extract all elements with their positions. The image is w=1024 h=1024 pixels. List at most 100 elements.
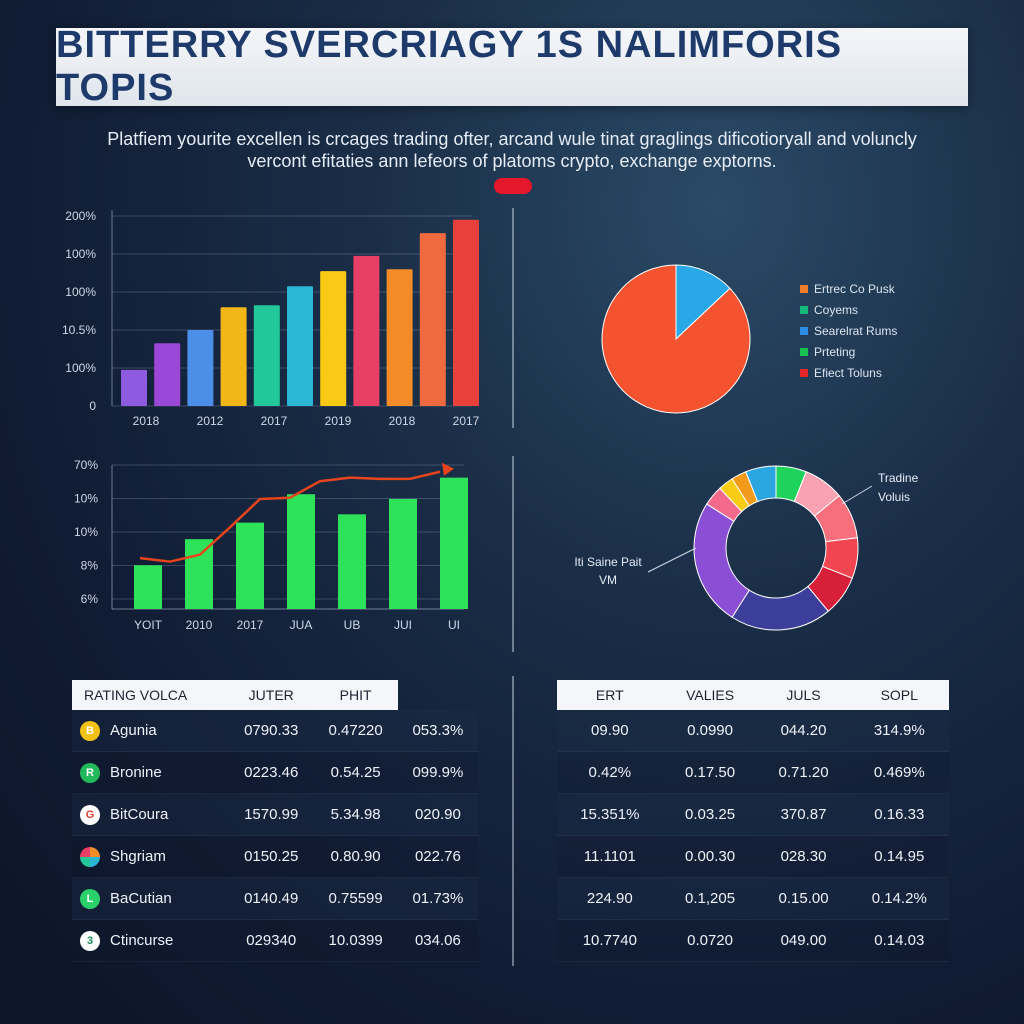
table-row[interactable]: 224.90 0.1,205 0.15.00 0.14.2%	[557, 877, 949, 920]
value-cell: 044.20	[757, 710, 850, 752]
legend-swatch	[800, 285, 808, 293]
x-tick-label: 2017	[261, 414, 288, 428]
bar	[338, 514, 366, 609]
growth-bar-chart: 0 100% 10.5% 100% 100% 200% 2018 2012 2017 2019 20…	[62, 209, 480, 428]
value-cell: 224.90	[557, 877, 663, 920]
value-cell: 0.15.00	[757, 877, 850, 920]
value-cell: 022.76	[397, 835, 478, 878]
column-header[interactable]: VALIES	[662, 680, 758, 710]
table-row[interactable]: B Agunia 0790.33 0.47220 053.3%	[72, 710, 478, 752]
value-cell: 0.00.30	[662, 835, 758, 878]
bar	[121, 369, 147, 406]
bar	[453, 219, 479, 406]
donut-slice	[693, 503, 750, 618]
subtitle-line-2: vercont efitaties ann lefeors of platoms…	[247, 151, 777, 171]
bar	[320, 271, 347, 406]
exchange-name: Shgriam	[110, 848, 166, 865]
value-cell: 034.06	[397, 919, 478, 962]
bar	[389, 498, 417, 609]
value-cell: 10.0399	[313, 919, 398, 962]
value-cell: 0.0990	[662, 710, 758, 752]
value-cell: 0.03.25	[662, 793, 758, 836]
page-title: BITTERRY SVERCRIAGY 1S NALIMFORIS TOPIS	[56, 24, 843, 109]
column-header[interactable]: PHIT	[313, 680, 398, 710]
donut-slice	[745, 465, 777, 503]
bar	[287, 286, 313, 406]
annotation-leader-line	[647, 547, 697, 573]
value-cell: 0.54.25	[313, 751, 398, 794]
exchange-name: BitCoura	[110, 806, 169, 823]
pie-slice	[601, 264, 751, 414]
value-cell: 0.42%	[557, 751, 663, 794]
bar	[154, 343, 181, 406]
table-row[interactable]: L BaCutian 0140.49 0.75599 01.73%	[72, 877, 478, 920]
table-row[interactable]: 11.1101 0.00.30 028.30 0.14.95	[557, 835, 949, 878]
bar	[440, 477, 468, 609]
coin-green-icon: R	[80, 762, 100, 783]
trading-volume-donut-chart: Tradine Voluis Iti Saine Pait VM	[574, 465, 919, 631]
legend-swatch	[800, 348, 808, 356]
value-cell: 053.3%	[397, 710, 478, 752]
annotation-label: Tradine	[878, 471, 919, 485]
subtitle-line-1: Platfiem yourite excellen is crcages tra…	[107, 129, 917, 149]
column-header[interactable]: SOPL	[849, 680, 949, 710]
value-cell: 0150.25	[229, 835, 314, 878]
subtitle: Platfiem yourite excellen is crcages tra…	[60, 128, 964, 172]
y-tick-label: 10.5%	[62, 323, 96, 337]
value-cell: 0.80.90	[313, 835, 398, 878]
divider-bottom	[512, 676, 514, 966]
exchange-name-cell: L BaCutian	[72, 877, 230, 920]
coin-multicolor-icon	[80, 846, 100, 867]
y-tick-label: 8%	[81, 559, 99, 573]
table-header-row: RATING VOLCA JUTER PHIT	[72, 680, 478, 710]
value-cell: 314.9%	[849, 710, 949, 752]
legend-label: Coyems	[814, 303, 858, 317]
bar	[236, 522, 264, 609]
exchange-name: BaCutian	[110, 890, 172, 907]
distribution-pie-chart: Ertrec Co Pusk Coyems Searelrat Rums Prteti…	[601, 264, 897, 414]
legend-label: Prteting	[814, 345, 855, 359]
table-row[interactable]: 15.351% 0.03.25 370.87 0.16.33	[557, 793, 949, 836]
value-cell: 0.469%	[849, 751, 949, 794]
value-cell: 0.0720	[662, 919, 758, 962]
value-cell: 0.17.50	[662, 751, 758, 794]
exchange-name: Bronine	[110, 764, 162, 781]
trend-arrow-icon	[442, 462, 454, 476]
column-header[interactable]: RATING VOLCA	[72, 680, 230, 710]
column-header[interactable]: ERT	[557, 680, 663, 710]
y-tick-label: 70%	[74, 458, 98, 472]
table-row[interactable]: G BitCoura 1570.99 5.34.98 020.90	[72, 793, 478, 836]
x-tick-label: UB	[344, 618, 361, 632]
legend-swatch	[800, 327, 808, 335]
y-tick-label: 100%	[65, 361, 96, 375]
bar	[187, 330, 214, 406]
divider-middle	[512, 456, 514, 652]
table-row[interactable]: 10.7740 0.0720 049.00 0.14.03	[557, 919, 949, 962]
x-tick-label: UI	[448, 618, 460, 632]
column-header[interactable]: JULS	[757, 680, 850, 710]
y-tick-label: 200%	[65, 209, 96, 223]
x-tick-label: JUI	[394, 618, 412, 632]
bar	[185, 539, 213, 609]
value-cell: 1570.99	[229, 793, 314, 836]
exchange-name-cell: G BitCoura	[72, 793, 230, 836]
table-row[interactable]: 09.90 0.0990 044.20 314.9%	[557, 710, 949, 752]
x-tick-label: 2018	[389, 414, 416, 428]
value-cell: 028.30	[757, 835, 850, 878]
rating-volume-table: RATING VOLCA JUTER PHIT B Agunia 0790.33 0.…	[72, 680, 478, 962]
legend-label: Ertrec Co Pusk	[814, 282, 896, 296]
value-cell: 049.00	[757, 919, 850, 962]
table-row[interactable]: 0.42% 0.17.50 0.71.20 0.469%	[557, 751, 949, 794]
table-row[interactable]: R Bronine 0223.46 0.54.25 099.9%	[72, 751, 478, 794]
value-cell: 0.14.03	[849, 919, 949, 962]
y-tick-label: 6%	[81, 592, 99, 606]
volume-bar-line-chart: 6% 8% 10% 10% 70% YOIT 2010 2017 JUA UB JUI UI	[74, 458, 468, 632]
x-tick-label: 2010	[186, 618, 213, 632]
x-tick-label: 2012	[197, 414, 224, 428]
table-row[interactable]: Shgriam 0150.25 0.80.90 022.76	[72, 835, 478, 878]
legend-swatch	[800, 369, 808, 377]
table-row[interactable]: 3 Ctincurse 029340 10.0399 034.06	[72, 919, 478, 962]
column-header[interactable]: JUTER	[229, 680, 314, 710]
bar	[287, 494, 315, 609]
red-indicator-pill	[494, 178, 532, 194]
